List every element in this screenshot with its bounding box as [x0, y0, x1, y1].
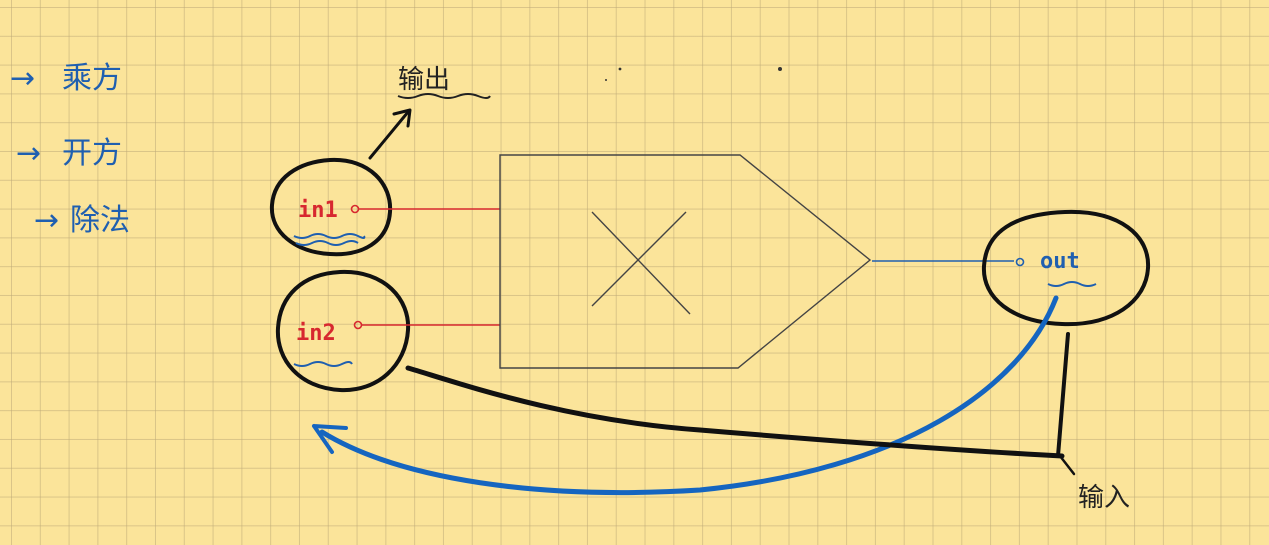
- in1-port: [350, 204, 360, 214]
- side-notes: → 乘方 → 开方 → 除法: [10, 61, 130, 238]
- in1-wave: [293, 233, 366, 239]
- output-label: 输出: [398, 65, 450, 95]
- output-underline: [397, 93, 491, 99]
- output-arrowhead: [392, 108, 412, 128]
- output-arrow-shaft: [368, 110, 410, 160]
- in2-outline: [275, 269, 411, 393]
- in2-node: in2: [275, 269, 411, 393]
- output-annotation: 输出: [368, 65, 491, 160]
- input-wire-vertical: [1056, 332, 1070, 458]
- multiply-block: [499, 154, 872, 369]
- in1-node: in1: [269, 157, 393, 257]
- note-arrow-3: →: [34, 203, 59, 238]
- feedback-curve: [319, 295, 1059, 495]
- in2-label: in2: [296, 321, 336, 346]
- note-arrow-1: →: [10, 61, 35, 96]
- out-outline: [981, 209, 1151, 327]
- feedback-arrow: [312, 295, 1059, 495]
- multiply-x-icon: [591, 211, 691, 315]
- feedback-arrowhead: [312, 424, 348, 454]
- out-wave: [1047, 281, 1097, 287]
- in1-wave: [295, 240, 359, 246]
- in1-label: in1: [298, 198, 338, 223]
- input-wire: [405, 332, 1076, 476]
- out-label: out: [1040, 249, 1080, 274]
- note-divide: 除法: [70, 203, 130, 238]
- stray-dot: [778, 67, 782, 71]
- input-pointer: [1058, 454, 1076, 476]
- stray-dot: [605, 79, 607, 81]
- block-outline: [499, 154, 872, 369]
- in2-wave: [293, 361, 353, 367]
- in2-port: [353, 320, 363, 330]
- note-arrow-2: →: [16, 136, 41, 171]
- out-node: out: [981, 209, 1151, 327]
- note-power: 乘方: [62, 61, 122, 96]
- input-label: 输入: [1078, 483, 1130, 513]
- out-port: [1015, 257, 1025, 267]
- note-sqrt: 开方: [62, 136, 122, 171]
- input-wire-horizontal: [405, 365, 1065, 459]
- stray-dot: [618, 67, 622, 71]
- in1-outline: [269, 157, 393, 257]
